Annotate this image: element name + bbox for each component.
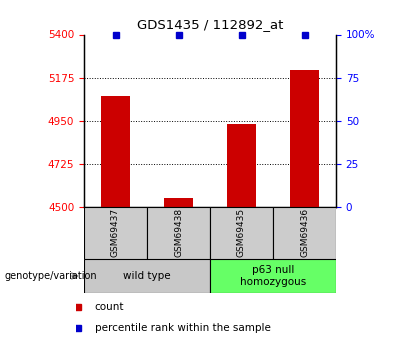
Text: GSM69438: GSM69438	[174, 208, 183, 257]
Text: p63 null
homozygous: p63 null homozygous	[240, 265, 306, 287]
Bar	[273, 207, 336, 259]
Bar	[164, 198, 193, 207]
Bar	[84, 259, 210, 293]
Text: count: count	[95, 302, 124, 312]
Text: percentile rank within the sample: percentile rank within the sample	[95, 323, 270, 333]
Text: GSM69435: GSM69435	[237, 208, 246, 257]
Text: wild type: wild type	[123, 271, 171, 281]
Bar	[101, 96, 130, 207]
Bar	[210, 259, 336, 293]
Title: GDS1435 / 112892_at: GDS1435 / 112892_at	[137, 18, 283, 31]
Bar	[210, 207, 273, 259]
Text: GSM69437: GSM69437	[111, 208, 120, 257]
Text: GSM69436: GSM69436	[300, 208, 309, 257]
Bar	[84, 207, 147, 259]
Bar	[227, 124, 256, 207]
Bar	[147, 207, 210, 259]
Bar	[290, 70, 319, 207]
Text: genotype/variation: genotype/variation	[4, 271, 97, 281]
